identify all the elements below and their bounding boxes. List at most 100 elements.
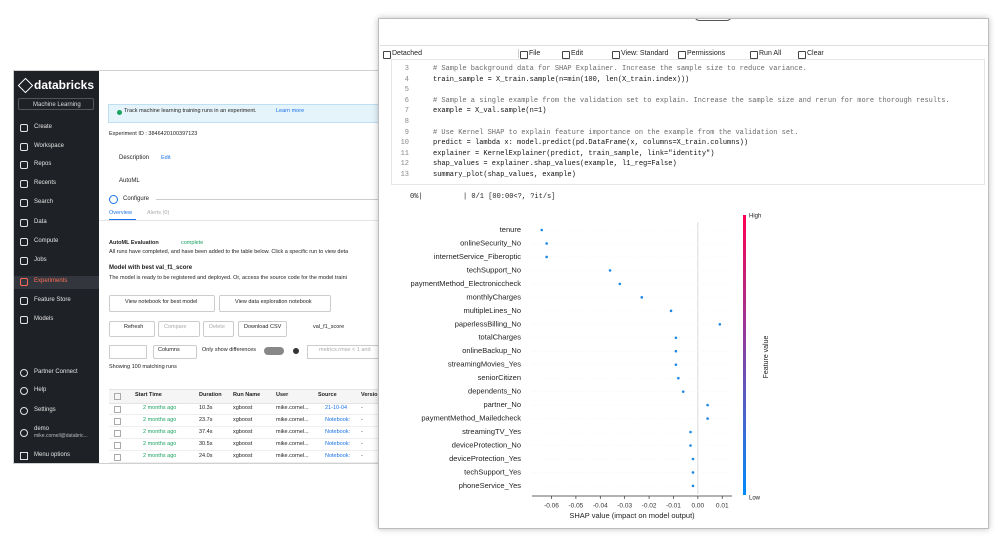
nav-item[interactable]: Compute [34, 238, 59, 244]
feature-label: paperlessBilling_No [455, 319, 521, 328]
line-number: 4 [404, 75, 409, 84]
nav-item[interactable]: Workspace [34, 143, 64, 149]
x-tick-label: -0.04 [593, 503, 608, 510]
toolbar-item[interactable]: File [529, 50, 541, 57]
table-cell: - [361, 405, 363, 411]
table-cell: xgboost [233, 441, 253, 447]
nav-item[interactable]: Data [34, 219, 47, 225]
menu-options[interactable]: Menu options [34, 452, 71, 458]
checkbox[interactable] [114, 406, 121, 413]
checkbox[interactable] [114, 454, 121, 461]
feature-label: streamingMovies_Yes [448, 360, 521, 369]
checkbox[interactable] [114, 430, 121, 437]
columns[interactable]: Columns [158, 347, 180, 353]
tab-underline [109, 219, 136, 220]
toolbar-item[interactable]: Detached [392, 50, 422, 57]
button-label[interactable]: View data exploration notebook [235, 299, 312, 305]
table-cell: 24.0s [199, 453, 213, 459]
column-header: Duration [199, 392, 222, 398]
brand: databricks [34, 78, 95, 92]
toolbar-item[interactable]: Permissions [687, 50, 726, 57]
nav-icon [20, 452, 28, 460]
x-tick-label: 0.01 [716, 503, 729, 510]
table-cell[interactable]: 2 months ago [143, 441, 177, 447]
toolbar-button[interactable]: Refresh [124, 324, 144, 330]
table-cell[interactable]: 21-10-04 [325, 405, 348, 411]
nav-icon [20, 238, 28, 246]
point [706, 403, 709, 407]
table-cell[interactable]: 2 months ago [143, 453, 177, 459]
table-cell: xgboost [233, 453, 253, 459]
table-cell[interactable]: 2 months ago [143, 417, 177, 423]
help-icon [293, 348, 299, 354]
table-header [109, 389, 394, 404]
button [109, 321, 155, 337]
nav-icon [20, 257, 28, 265]
button-label[interactable]: View notebook for best model [125, 299, 198, 305]
code-cell [391, 59, 985, 185]
point [618, 282, 622, 286]
code-line: explainer = KernelExplainer(predict, tra… [433, 149, 715, 158]
nav-item[interactable]: Help [34, 387, 47, 393]
evaluation-text: All runs have completed, and have been a… [109, 249, 349, 255]
persona-switch[interactable]: Machine Learning [18, 98, 94, 110]
nav-item[interactable]: Models [34, 316, 54, 322]
tab-rule [99, 220, 394, 221]
table-cell[interactable]: Notebook: [325, 441, 351, 447]
row-rule [109, 426, 394, 427]
evaluation-status: complete [181, 240, 204, 246]
toolbar-icon [520, 51, 528, 59]
table-cell[interactable]: 2 months ago [143, 405, 177, 411]
table-cell[interactable]: Notebook: [325, 453, 351, 459]
edit-link[interactable]: Edit [161, 155, 171, 161]
nav-item[interactable]: Create [34, 124, 53, 130]
x-tick-label: -0.02 [642, 503, 657, 510]
table-cell[interactable]: 2 months ago [143, 429, 177, 435]
point [669, 309, 673, 313]
point [545, 255, 548, 259]
toolbar-icon [612, 51, 620, 59]
tab[interactable]: Alerts (0) [147, 210, 170, 216]
nav-item[interactable]: Recents [34, 180, 57, 186]
toolbar-item[interactable]: View: Standard [621, 50, 669, 57]
toolbar-button[interactable]: Delete [209, 324, 225, 330]
code-line: shap_values = explainer.shap_values(exam… [433, 160, 677, 169]
checkbox[interactable] [114, 442, 121, 449]
code-line: # Sample background data for SHAP Explai… [433, 65, 807, 73]
feature-label: techSupport_Yes [464, 467, 521, 476]
nav-item[interactable]: Repos [34, 161, 52, 167]
automl[interactable]: AutoML [119, 178, 140, 184]
nav-item[interactable]: Settings [34, 407, 56, 413]
table-cell: mike.cornel... [276, 429, 309, 435]
toolbar-button[interactable]: Compare [164, 324, 187, 330]
point [674, 336, 678, 340]
user-name: demo [34, 426, 50, 432]
user-icon [20, 429, 28, 437]
nav-item[interactable]: Jobs [34, 257, 47, 263]
checkbox[interactable] [114, 393, 121, 400]
feature-label: phoneService_Yes [459, 481, 522, 490]
table-cell: - [361, 441, 363, 447]
point [674, 349, 678, 353]
tab[interactable]: Overview [109, 210, 132, 216]
nav-item[interactable]: Partner Connect [34, 369, 78, 375]
toolbar-item[interactable]: Clear [807, 50, 824, 57]
table-cell: 23.7s [199, 417, 213, 423]
column-header: Versio [361, 392, 378, 398]
button [203, 321, 234, 337]
banner-link[interactable]: Learn more [276, 108, 305, 114]
toolbar-item[interactable]: Edit [571, 50, 584, 57]
x-tick-label: 0.00 [692, 503, 705, 510]
description[interactable]: Description [119, 155, 150, 161]
toolbar-button[interactable]: Download CSV [244, 324, 282, 330]
nav-item[interactable]: Feature Store [34, 297, 71, 303]
sort-metric[interactable]: val_f1_score [313, 324, 345, 330]
nav-item[interactable]: Search [34, 199, 54, 205]
code-line: summary_plot(shap_values, example) [433, 171, 576, 179]
nav-item[interactable]: Experiments [34, 278, 68, 284]
toolbar-item[interactable]: Run All [759, 50, 782, 57]
table-cell[interactable]: Notebook: [325, 429, 351, 435]
checkbox[interactable] [114, 418, 121, 425]
line-number: 9 [404, 128, 409, 137]
table-cell[interactable]: Notebook: [325, 417, 351, 423]
